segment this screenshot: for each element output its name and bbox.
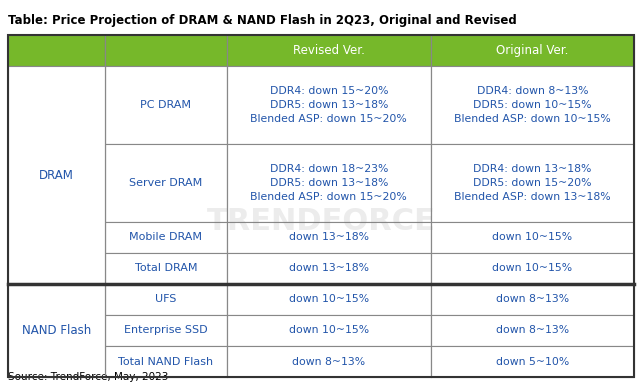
Text: down 10~15%: down 10~15% (492, 263, 573, 273)
Text: Total NAND Flash: Total NAND Flash (118, 357, 214, 367)
Bar (105, 284, 227, 315)
Text: down 8~13%: down 8~13% (292, 357, 365, 367)
Bar (431, 144, 634, 222)
Text: TRENDFORCE: TRENDFORCE (207, 207, 435, 236)
Bar (105, 66, 227, 144)
Bar (8, 35, 634, 377)
Bar (105, 315, 227, 346)
Bar (227, 66, 431, 144)
Text: Table: Price Projection of DRAM & NAND Flash in 2Q23, Original and Revised: Table: Price Projection of DRAM & NAND F… (8, 14, 516, 27)
Bar (227, 144, 431, 222)
Text: Server DRAM: Server DRAM (129, 178, 202, 188)
Bar (8, 284, 105, 377)
Text: DDR4: down 8~13%
DDR5: down 10~15%
Blended ASP: down 10~15%: DDR4: down 8~13% DDR5: down 10~15% Blend… (454, 86, 611, 124)
Bar (105, 35, 227, 66)
Text: DDR4: down 18~23%
DDR5: down 13~18%
Blended ASP: down 15~20%: DDR4: down 18~23% DDR5: down 13~18% Blen… (250, 164, 407, 202)
Text: Original Ver.: Original Ver. (496, 44, 569, 57)
Text: UFS: UFS (155, 294, 177, 305)
Text: down 5~10%: down 5~10% (496, 357, 569, 367)
Bar (105, 144, 227, 222)
Bar (431, 66, 634, 144)
Text: Revised Ver.: Revised Ver. (293, 44, 365, 57)
Bar (227, 222, 431, 253)
Text: Total DRAM: Total DRAM (135, 263, 197, 273)
Bar (227, 284, 431, 315)
Bar (227, 346, 431, 377)
Bar (431, 253, 634, 284)
Bar (227, 35, 431, 66)
Text: DDR4: down 13~18%
DDR5: down 15~20%
Blended ASP: down 13~18%: DDR4: down 13~18% DDR5: down 15~20% Blen… (454, 164, 611, 202)
Bar (431, 346, 634, 377)
Bar (105, 35, 431, 66)
Text: DDR4: down 15~20%
DDR5: down 13~18%
Blended ASP: down 15~20%: DDR4: down 15~20% DDR5: down 13~18% Blen… (250, 86, 407, 124)
Text: Mobile DRAM: Mobile DRAM (130, 232, 202, 242)
Text: Enterprise SSD: Enterprise SSD (124, 325, 208, 336)
Bar (431, 315, 634, 346)
Text: down 10~15%: down 10~15% (289, 294, 369, 305)
Bar (8, 35, 105, 66)
Text: down 10~15%: down 10~15% (492, 232, 573, 242)
Text: down 10~15%: down 10~15% (289, 325, 369, 336)
Text: down 13~18%: down 13~18% (289, 263, 369, 273)
Text: NAND Flash: NAND Flash (22, 324, 91, 337)
Text: down 8~13%: down 8~13% (496, 294, 569, 305)
Text: down 13~18%: down 13~18% (289, 232, 369, 242)
Bar (105, 253, 227, 284)
Bar (105, 346, 227, 377)
Text: DRAM: DRAM (39, 169, 74, 181)
Text: down 8~13%: down 8~13% (496, 325, 569, 336)
Bar (431, 222, 634, 253)
Bar (105, 222, 227, 253)
Bar (8, 66, 105, 284)
Bar (227, 315, 431, 346)
Text: PC DRAM: PC DRAM (141, 100, 191, 110)
Text: Source: TrendForce, May, 2023: Source: TrendForce, May, 2023 (8, 372, 168, 382)
Bar (431, 35, 634, 66)
Bar (227, 253, 431, 284)
Bar (431, 284, 634, 315)
